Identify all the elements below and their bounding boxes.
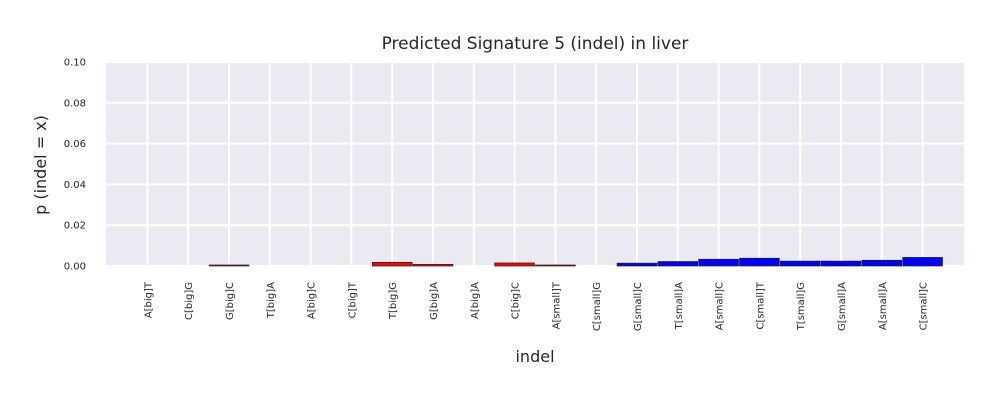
bar-G[big]C xyxy=(208,264,250,267)
x-tick-label: C[big]C xyxy=(511,282,522,319)
y-tick-label: 0.06 xyxy=(64,139,86,150)
x-tick-label: C[big]G xyxy=(184,282,195,320)
bars xyxy=(208,257,943,267)
x-tick-label: G[small]A xyxy=(837,282,848,331)
bar-C[big]C xyxy=(494,262,535,267)
x-tick-label: A[small]T xyxy=(551,281,562,329)
x-tick-label: C[small]T xyxy=(755,281,766,329)
plot-background xyxy=(106,62,964,266)
x-tick-label: A[small]C xyxy=(715,282,726,330)
bar-G[small]A xyxy=(820,260,862,267)
x-tick-label: T[small]G xyxy=(796,282,807,331)
bar-T[small]A xyxy=(657,261,699,267)
x-axis-label: indel xyxy=(515,347,554,366)
x-tick-label: A[big]T xyxy=(143,281,154,318)
y-tick-label: 0.00 xyxy=(64,262,86,273)
bar-T[big]G xyxy=(371,261,413,267)
y-tick-label: 0.02 xyxy=(64,221,86,232)
y-tick-label: 0.10 xyxy=(64,58,86,69)
y-ticks: 0.00 0.02 0.04 0.06 0.08 0.10 xyxy=(64,58,86,273)
x-ticks: A[big]T C[big]G G[big]C T[big]A A[big]C C[big… xyxy=(143,281,929,331)
bar-C[small]T xyxy=(739,257,780,267)
x-tick-label: C[small]G xyxy=(592,282,603,331)
bar-G[small]C xyxy=(616,262,658,267)
x-tick-label: A[small]A xyxy=(878,282,889,330)
bar-A[small]T xyxy=(535,264,576,267)
grid xyxy=(106,61,964,267)
chart-title: Predicted Signature 5 (indel) in liver xyxy=(382,34,689,54)
x-tick-label: G[small]C xyxy=(633,282,644,331)
x-tick-label: A[big]A xyxy=(470,282,481,319)
x-tick-label: G[big]C xyxy=(225,282,236,320)
bar-G[big]A xyxy=(412,264,454,267)
x-tick-label: T[small]A xyxy=(674,282,685,331)
x-tick-label: G[big]A xyxy=(429,282,440,320)
bar-C[small]C xyxy=(902,257,943,267)
x-tick-label: T[big]A xyxy=(266,282,277,319)
y-tick-label: 0.04 xyxy=(64,180,86,191)
bar-T[small]G xyxy=(779,260,821,267)
y-axis-label: p (indel = x) xyxy=(31,115,50,215)
x-tick-label: C[big]T xyxy=(347,281,358,318)
x-tick-label: C[small]C xyxy=(919,282,930,330)
x-tick-label: A[big]C xyxy=(307,282,318,319)
y-tick-label: 0.08 xyxy=(64,98,86,109)
bar-A[small]A xyxy=(861,259,903,267)
x-tick-label: T[big]G xyxy=(388,282,399,320)
bar-A[small]C xyxy=(698,258,739,267)
